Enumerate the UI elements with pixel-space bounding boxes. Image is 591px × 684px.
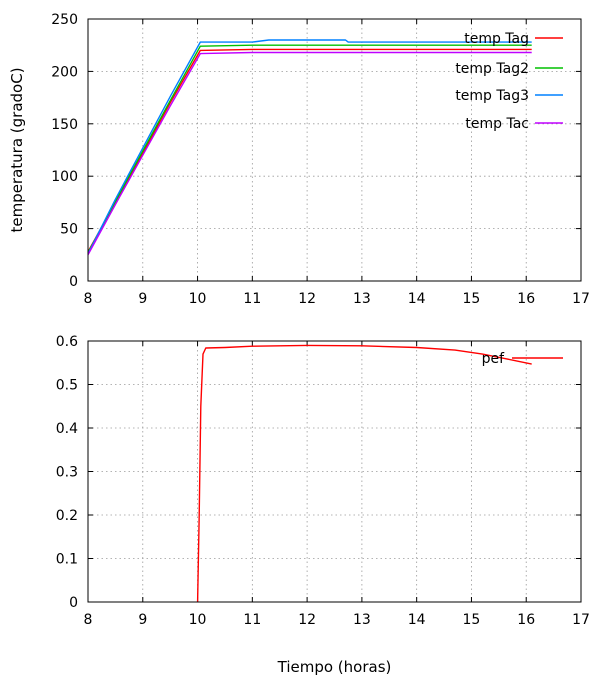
x-tick-label: 14 xyxy=(408,612,426,628)
y-tick-label: 0.6 xyxy=(56,334,78,350)
series-line-1 xyxy=(87,48,532,253)
series-line-1 xyxy=(196,344,532,603)
x-tick-label: 14 xyxy=(408,291,426,307)
y-tick-label: 0.5 xyxy=(56,378,78,394)
x-tick-label: 13 xyxy=(353,291,371,307)
x-tick-label: 10 xyxy=(189,612,207,628)
x-tick-label: 16 xyxy=(517,291,535,307)
x-tick-label: 12 xyxy=(298,291,316,307)
pef-panel: 8 9 10 11 12 13 14 15 16 17 0 0.1 0.2 0.3 0.4 0.5 0.6 pef… xyxy=(56,334,590,676)
y-tick-label: 0 xyxy=(69,274,78,290)
x-tick-label: 9 xyxy=(138,291,147,307)
temperature-panel: 8 9 10 11 12 13 14 15 16 17 0 50 100 150 200 250 temp Ta… xyxy=(8,12,590,307)
y-tick-label: 0.3 xyxy=(56,465,78,481)
y-tick-label: 200 xyxy=(51,64,78,80)
x-tick-label: 17 xyxy=(572,612,590,628)
x-tick-label: 10 xyxy=(189,291,207,307)
x-tick-label: 11 xyxy=(243,291,261,307)
x-tick-label: 9 xyxy=(138,612,147,628)
legend-label: temp Tag2 xyxy=(455,61,529,77)
y-tick-label: 0.2 xyxy=(56,508,78,524)
x-tick-label: 12 xyxy=(298,612,316,628)
y-tick-label: 100 xyxy=(51,169,78,185)
x-axis-label: Tiempo (horas) xyxy=(277,658,392,676)
x-tick-label: 15 xyxy=(463,291,481,307)
y-tick-label: 50 xyxy=(60,222,78,238)
y-axis-label: temperatura (gradoC) xyxy=(8,67,26,232)
legend-label: temp Tag xyxy=(464,31,529,47)
y-tick-label: 0 xyxy=(69,595,78,611)
legend-label: temp Tac xyxy=(465,116,529,132)
x-tick-label: 17 xyxy=(572,291,590,307)
y-tick-label: 250 xyxy=(51,12,78,28)
x-tick-label: 8 xyxy=(84,612,93,628)
series-line-3 xyxy=(87,39,532,255)
series-line-4 xyxy=(87,51,532,256)
x-tick-label: 15 xyxy=(463,612,481,628)
legend-label: temp Tag3 xyxy=(455,88,529,104)
legend-label: pef xyxy=(482,351,506,367)
y-tick-label: 0.1 xyxy=(56,552,78,568)
y-tick-label: 150 xyxy=(51,117,78,133)
plot-frame xyxy=(87,340,582,603)
x-tick-label: 11 xyxy=(243,612,261,628)
x-tick-label: 16 xyxy=(517,612,535,628)
plot-frame xyxy=(87,18,582,282)
series-line-2 xyxy=(87,44,532,254)
y-tick-label: 0.4 xyxy=(56,421,78,437)
x-tick-label: 8 xyxy=(84,291,93,307)
x-tick-label: 13 xyxy=(353,612,371,628)
